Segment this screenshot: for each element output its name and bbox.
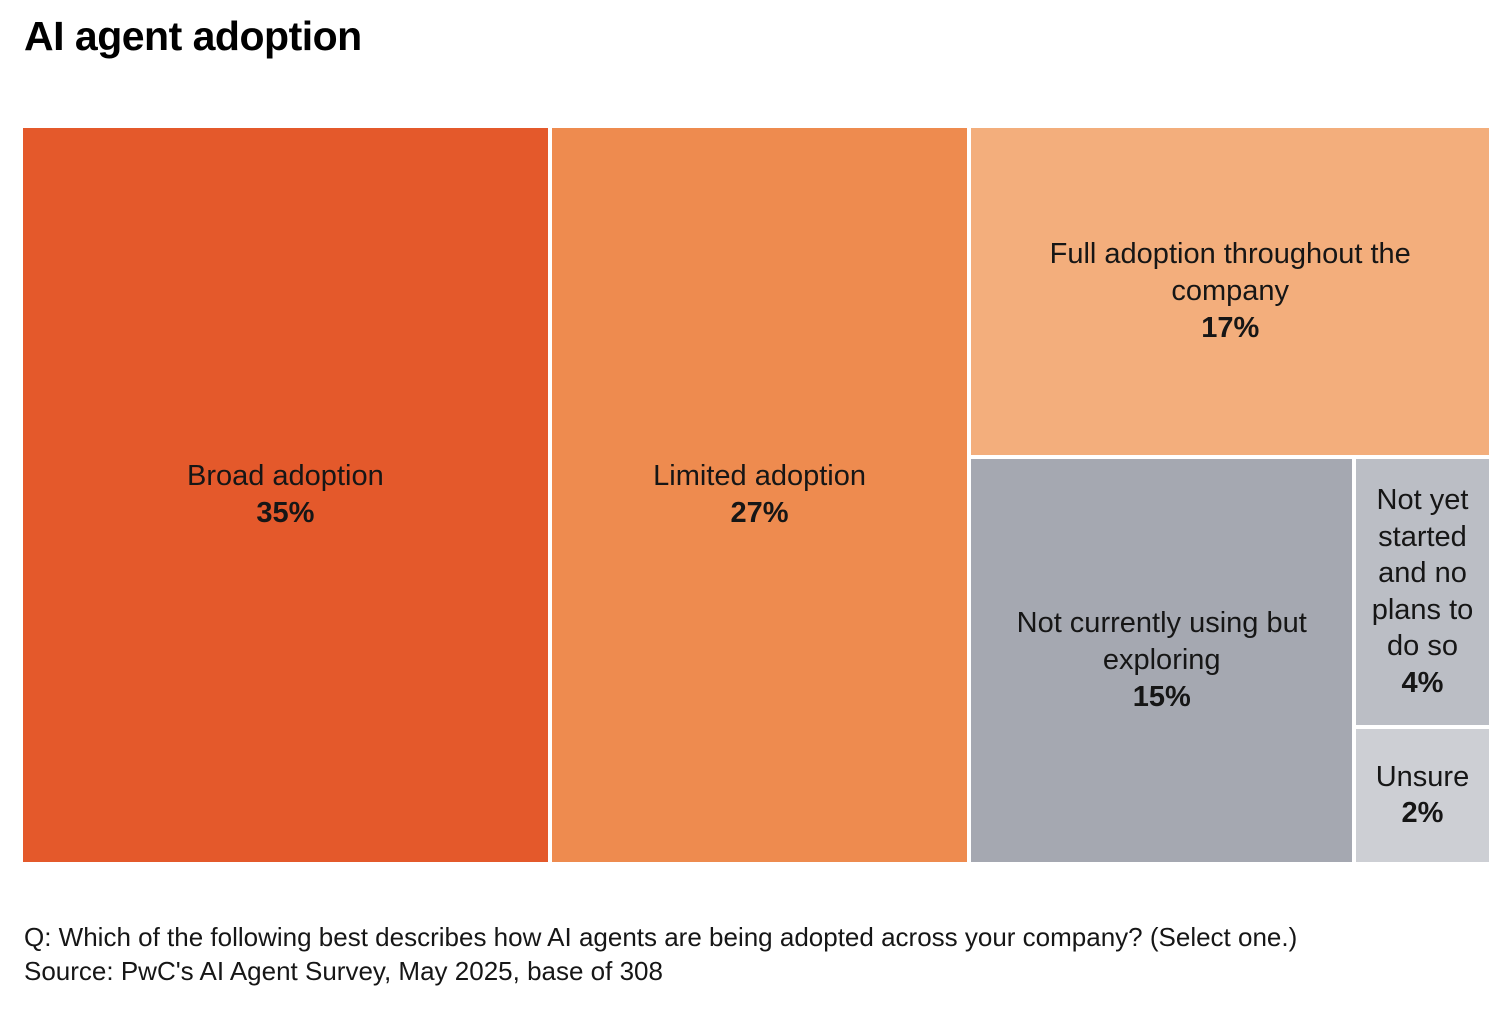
treemap-right-subcolumn: Not yet started and no plans to do so 4%… <box>1355 458 1489 862</box>
treemap-tile-full-adoption: Full adoption throughout the company 17% <box>971 128 1489 455</box>
tile-label: Unsure <box>1375 760 1470 793</box>
footnote-source: Source: PwC's AI Agent Survey, May 2025,… <box>24 956 663 986</box>
footnote-question: Q: Which of the following best describes… <box>24 922 1298 952</box>
tile-label: Not yet started and no plans to do so <box>1371 484 1474 663</box>
tile-value: 4% <box>1401 666 1444 699</box>
tile-label: Full adoption throughout the company <box>1049 238 1411 308</box>
tile-value: 17% <box>1201 311 1260 344</box>
treemap-tile-not-currently-using-but-exploring: Not currently using but exploring 15% <box>971 458 1352 862</box>
chart-title: AI agent adoption <box>24 13 362 59</box>
treemap-chart: Broad adoption 35% Limited adoption 27% … <box>23 128 1489 862</box>
tile-label: Limited adoption <box>653 460 866 493</box>
treemap-tile-unsure: Unsure 2% <box>1355 728 1489 862</box>
treemap-tile-limited-adoption: Limited adoption 27% <box>551 128 968 862</box>
tile-value: 35% <box>256 497 315 529</box>
tile-value: 2% <box>1401 797 1444 830</box>
tile-label: Not currently using but exploring <box>1016 607 1307 677</box>
treemap-tile-broad-adoption: Broad adoption 35% <box>23 128 548 862</box>
chart-footnotes: Q: Which of the following best describes… <box>24 920 1297 988</box>
tile-value: 15% <box>1132 680 1191 713</box>
tile-label: Broad adoption <box>186 460 384 493</box>
treemap-tile-not-yet-started: Not yet started and no plans to do so 4% <box>1355 458 1489 725</box>
treemap-bottom-right-row: Not currently using but exploring 15% No… <box>971 458 1489 862</box>
treemap-right-column: Full adoption throughout the company 17%… <box>971 128 1489 862</box>
tile-value: 27% <box>730 497 789 529</box>
